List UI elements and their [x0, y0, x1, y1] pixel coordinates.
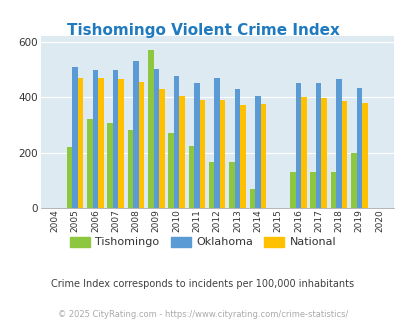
Bar — [310, 172, 315, 208]
Text: Tishomingo Violent Crime Index: Tishomingo Violent Crime Index — [66, 23, 339, 38]
Bar — [220, 100, 225, 208]
Bar — [67, 147, 72, 208]
Bar — [179, 96, 184, 208]
Bar — [361, 103, 367, 208]
Bar — [234, 89, 240, 208]
Bar — [295, 83, 301, 208]
Legend: Tishomingo, Oklahoma, National: Tishomingo, Oklahoma, National — [65, 232, 340, 252]
Bar — [199, 100, 205, 208]
Bar — [260, 104, 265, 208]
Bar — [72, 67, 78, 208]
Bar — [315, 83, 321, 208]
Bar — [249, 189, 254, 208]
Bar — [350, 152, 356, 208]
Bar — [118, 79, 124, 208]
Bar — [330, 172, 335, 208]
Bar — [214, 78, 220, 208]
Bar — [254, 96, 260, 208]
Bar — [335, 79, 341, 208]
Bar — [356, 88, 361, 208]
Bar — [209, 162, 214, 208]
Bar — [301, 97, 306, 208]
Bar — [153, 69, 159, 208]
Bar — [290, 172, 295, 208]
Bar — [133, 61, 139, 208]
Bar — [128, 130, 133, 208]
Bar — [194, 83, 199, 208]
Bar — [159, 89, 164, 208]
Bar — [240, 106, 245, 208]
Bar — [113, 70, 118, 208]
Text: © 2025 CityRating.com - https://www.cityrating.com/crime-statistics/: © 2025 CityRating.com - https://www.city… — [58, 310, 347, 319]
Bar — [341, 101, 346, 208]
Bar — [229, 162, 234, 208]
Bar — [168, 133, 173, 208]
Bar — [188, 146, 194, 208]
Bar — [139, 82, 144, 208]
Bar — [92, 70, 98, 208]
Bar — [173, 76, 179, 208]
Text: Crime Index corresponds to incidents per 100,000 inhabitants: Crime Index corresponds to incidents per… — [51, 279, 354, 289]
Bar — [148, 50, 153, 208]
Bar — [78, 78, 83, 208]
Bar — [107, 123, 113, 208]
Bar — [87, 119, 92, 208]
Bar — [98, 78, 103, 208]
Bar — [321, 98, 326, 208]
